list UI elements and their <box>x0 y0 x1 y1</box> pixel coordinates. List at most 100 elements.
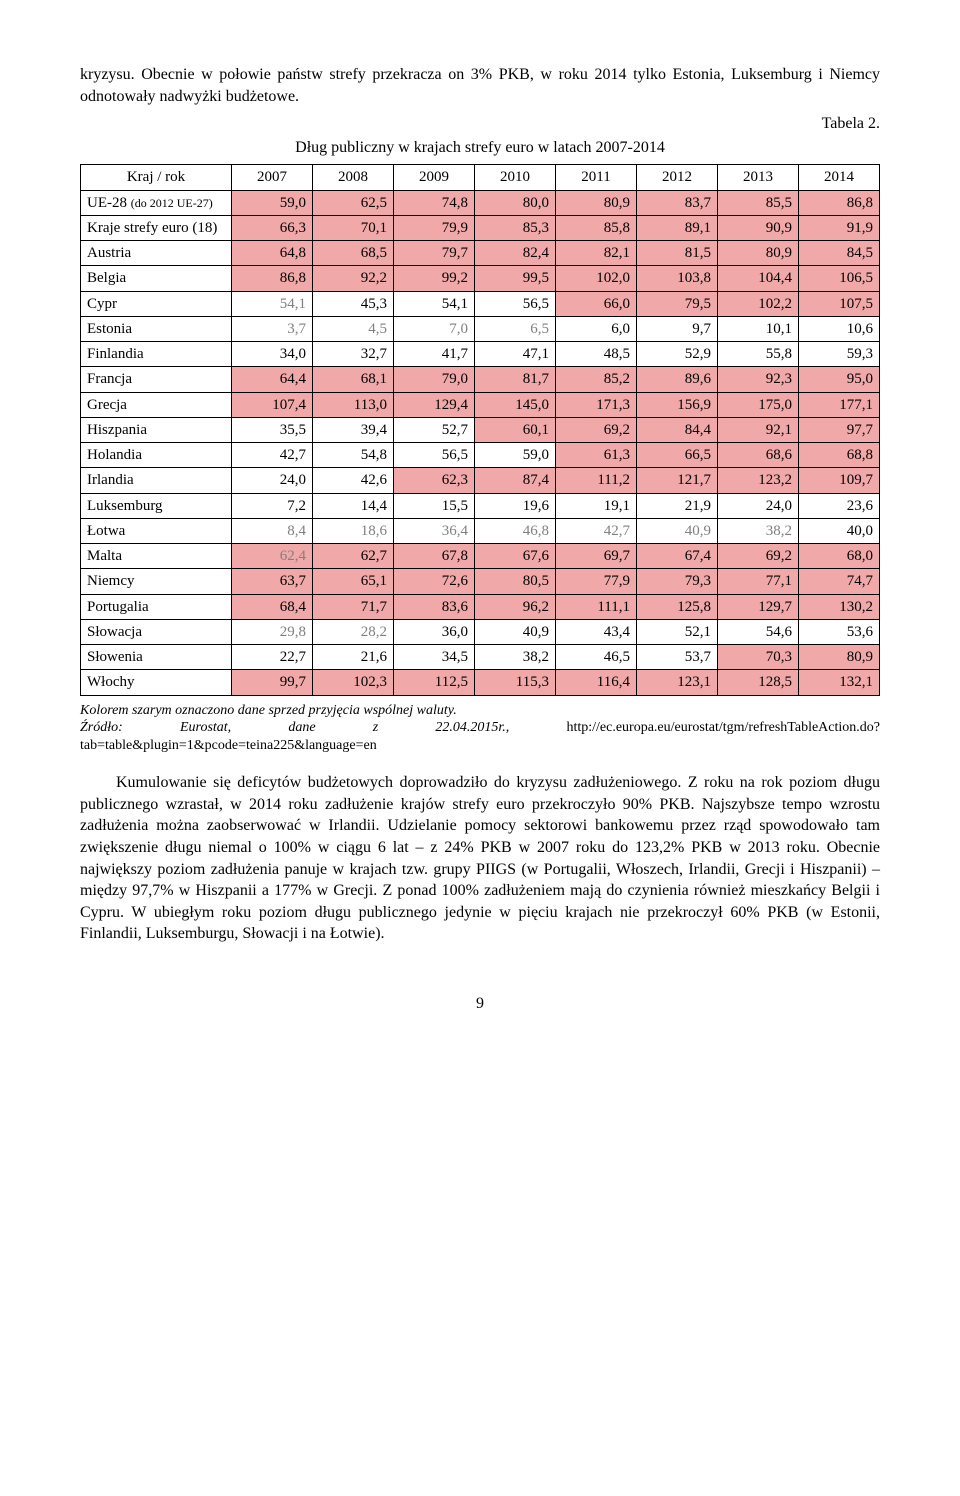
cell-value: 106,5 <box>799 266 880 291</box>
cell-value: 68,4 <box>232 594 313 619</box>
cell-value: 24,0 <box>232 468 313 493</box>
cell-value: 87,4 <box>475 468 556 493</box>
cell-value: 48,5 <box>556 342 637 367</box>
cell-value: 85,2 <box>556 367 637 392</box>
row-label: Finlandia <box>81 342 232 367</box>
cell-value: 54,1 <box>394 291 475 316</box>
col-header-year: 2010 <box>475 165 556 190</box>
debt-table: Kraj / rok200720082009201020112012201320… <box>80 164 880 695</box>
cell-value: 38,2 <box>718 518 799 543</box>
cell-value: 34,5 <box>394 645 475 670</box>
cell-value: 67,8 <box>394 544 475 569</box>
cell-value: 38,2 <box>475 645 556 670</box>
cell-value: 102,0 <box>556 266 637 291</box>
col-header-year: 2008 <box>313 165 394 190</box>
cell-value: 80,0 <box>475 190 556 215</box>
table-row: Austria64,868,579,782,482,181,580,984,5 <box>81 241 880 266</box>
cell-value: 80,9 <box>556 190 637 215</box>
cell-value: 52,7 <box>394 417 475 442</box>
cell-value: 91,9 <box>799 215 880 240</box>
cell-value: 62,5 <box>313 190 394 215</box>
table-row: Portugalia68,471,783,696,2111,1125,8129,… <box>81 594 880 619</box>
cell-value: 62,4 <box>232 544 313 569</box>
row-label: Włochy <box>81 670 232 695</box>
cell-value: 67,6 <box>475 544 556 569</box>
cell-value: 52,1 <box>637 619 718 644</box>
table-row: Słowacja29,828,236,040,943,452,154,653,6 <box>81 619 880 644</box>
cell-value: 42,7 <box>556 518 637 543</box>
cell-value: 116,4 <box>556 670 637 695</box>
cell-value: 70,3 <box>718 645 799 670</box>
table-row: UE-28 (do 2012 UE-27)59,062,574,880,080,… <box>81 190 880 215</box>
row-label: Austria <box>81 241 232 266</box>
cell-value: 109,7 <box>799 468 880 493</box>
row-label: UE-28 (do 2012 UE-27) <box>81 190 232 215</box>
cell-value: 19,1 <box>556 493 637 518</box>
cell-value: 81,5 <box>637 241 718 266</box>
cell-value: 7,2 <box>232 493 313 518</box>
cell-value: 36,4 <box>394 518 475 543</box>
cell-value: 102,3 <box>313 670 394 695</box>
cell-value: 10,6 <box>799 316 880 341</box>
cell-value: 59,0 <box>232 190 313 215</box>
cell-value: 79,7 <box>394 241 475 266</box>
intro-paragraph: kryzysu. Obecnie w połowie państw strefy… <box>80 64 880 107</box>
cell-value: 35,5 <box>232 417 313 442</box>
cell-value: 36,0 <box>394 619 475 644</box>
cell-value: 69,2 <box>556 417 637 442</box>
table-row: Kraje strefy euro (18)66,370,179,985,385… <box>81 215 880 240</box>
footnote-gray-note: Kolorem szarym oznaczono dane sprzed prz… <box>80 703 457 718</box>
footnote-source-prefix: Źródło: Eurostat, dane z 22.04.2015r., <box>80 720 566 735</box>
col-header-year: 2009 <box>394 165 475 190</box>
cell-value: 14,4 <box>313 493 394 518</box>
cell-value: 59,0 <box>475 443 556 468</box>
cell-value: 99,5 <box>475 266 556 291</box>
cell-value: 79,9 <box>394 215 475 240</box>
row-label: Grecja <box>81 392 232 417</box>
table-row: Holandia42,754,856,559,061,366,568,668,8 <box>81 443 880 468</box>
table-row: Włochy99,7102,3112,5115,3116,4123,1128,5… <box>81 670 880 695</box>
cell-value: 113,0 <box>313 392 394 417</box>
cell-value: 4,5 <box>313 316 394 341</box>
cell-value: 123,1 <box>637 670 718 695</box>
cell-value: 59,3 <box>799 342 880 367</box>
table-label: Tabela 2. <box>80 113 880 135</box>
cell-value: 68,0 <box>799 544 880 569</box>
cell-value: 23,6 <box>799 493 880 518</box>
cell-value: 123,2 <box>718 468 799 493</box>
table-row: Hiszpania35,539,452,760,169,284,492,197,… <box>81 417 880 442</box>
cell-value: 107,5 <box>799 291 880 316</box>
cell-value: 40,9 <box>475 619 556 644</box>
col-header-year: 2011 <box>556 165 637 190</box>
cell-value: 67,4 <box>637 544 718 569</box>
cell-value: 82,1 <box>556 241 637 266</box>
col-header-year: 2013 <box>718 165 799 190</box>
cell-value: 70,1 <box>313 215 394 240</box>
col-header-year: 2014 <box>799 165 880 190</box>
cell-value: 47,1 <box>475 342 556 367</box>
row-label: Belgia <box>81 266 232 291</box>
row-label: Holandia <box>81 443 232 468</box>
cell-value: 95,0 <box>799 367 880 392</box>
cell-value: 89,1 <box>637 215 718 240</box>
cell-value: 69,2 <box>718 544 799 569</box>
cell-value: 55,8 <box>718 342 799 367</box>
table-body: UE-28 (do 2012 UE-27)59,062,574,880,080,… <box>81 190 880 695</box>
cell-value: 74,7 <box>799 569 880 594</box>
row-label: Francja <box>81 367 232 392</box>
cell-value: 79,0 <box>394 367 475 392</box>
cell-value: 63,7 <box>232 569 313 594</box>
cell-value: 8,4 <box>232 518 313 543</box>
cell-value: 62,7 <box>313 544 394 569</box>
cell-value: 66,5 <box>637 443 718 468</box>
cell-value: 66,0 <box>556 291 637 316</box>
cell-value: 69,7 <box>556 544 637 569</box>
table-row: Belgia86,892,299,299,5102,0103,8104,4106… <box>81 266 880 291</box>
row-label: Malta <box>81 544 232 569</box>
cell-value: 80,5 <box>475 569 556 594</box>
row-label: Cypr <box>81 291 232 316</box>
cell-value: 177,1 <box>799 392 880 417</box>
cell-value: 34,0 <box>232 342 313 367</box>
cell-value: 3,7 <box>232 316 313 341</box>
cell-value: 81,7 <box>475 367 556 392</box>
